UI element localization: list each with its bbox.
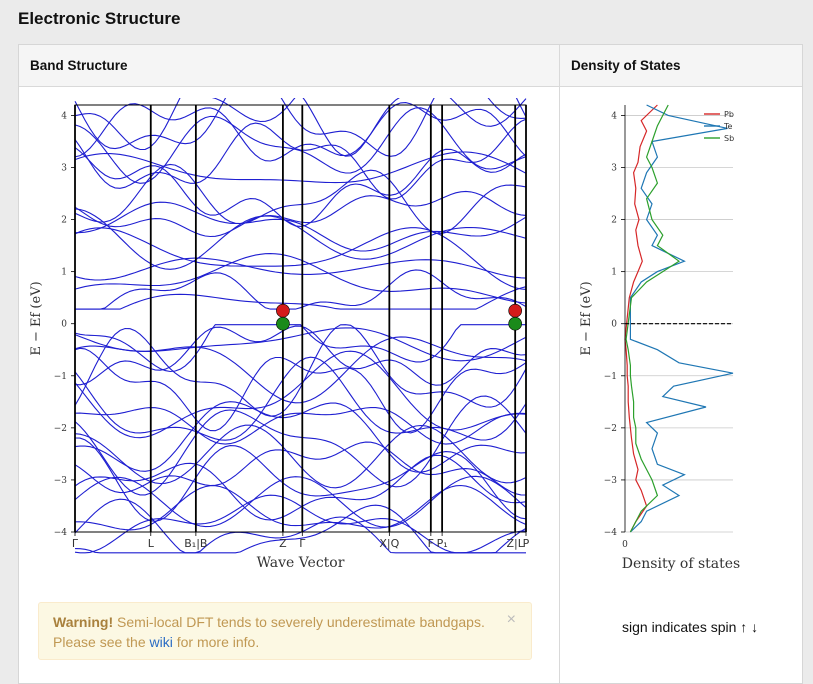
dos-plot-area: −4 −3 −2 −1 0 1 2 3 4 0 Density of states E − Ef (e…	[579, 104, 741, 572]
vbm-point	[508, 316, 522, 331]
y-axis-label: E − Ef (eV)	[29, 281, 44, 355]
band-structure-heading: Band Structure	[30, 58, 128, 73]
dos-y-tick-label: −3	[604, 476, 618, 486]
dos-y-tick-label: 2	[611, 216, 617, 226]
close-icon[interactable]: ×	[506, 611, 516, 628]
dos-x-tick-label: 0	[622, 540, 628, 550]
y-tick-label: −4	[54, 528, 68, 538]
x-tick-label: Γ	[72, 537, 79, 550]
dos-series-te	[629, 104, 734, 533]
dos-y-tick-label: 0	[611, 320, 617, 330]
column-divider	[559, 45, 560, 683]
dos-y-tick-label: −2	[604, 424, 617, 434]
y-tick-label: 4	[61, 111, 67, 121]
x-tick-label: P	[523, 537, 530, 550]
x-tick-label: Z	[279, 537, 287, 550]
cbm-point	[276, 303, 290, 318]
dos-x-axis-label: Density of states	[622, 556, 741, 572]
dos-series-sb	[625, 104, 681, 533]
dos-y-tick-label: 3	[611, 163, 617, 173]
vbm-point	[276, 316, 290, 331]
dos-y-tick-label: −1	[604, 372, 617, 382]
x-tick-label: Z|L	[506, 537, 524, 550]
x-tick-label: B₁|B	[184, 537, 207, 550]
page-title: Electronic Structure	[18, 9, 181, 28]
dos-y-axis-label: E − Ef (eV)	[579, 281, 594, 355]
dos-heading: Density of States	[571, 58, 681, 73]
dos-plot: −4 −3 −2 −1 0 1 2 3 4 0 Density of states E − Ef (e…	[579, 104, 741, 572]
dos-y-tick-label: 1	[611, 268, 617, 278]
dos-legend: Pb Te Sb	[704, 110, 734, 143]
x-tick-label: F	[428, 537, 434, 550]
y-tick-label: 2	[61, 216, 67, 226]
x-tick-label: P₁	[437, 537, 448, 550]
dos-y-tick-label: 4	[611, 111, 617, 121]
legend-label-sb: Sb	[724, 134, 734, 143]
warning-text: Semi-local DFT tends to severely underes…	[53, 614, 485, 650]
y-tick-label: 1	[61, 268, 67, 278]
bs-frame	[74, 104, 527, 533]
y-tick-label: −2	[54, 424, 67, 434]
bs-plot-background	[75, 105, 526, 532]
x-axis-label: Wave Vector	[257, 555, 345, 571]
warning-label: Warning!	[53, 614, 114, 630]
dos-y-tick-label: −4	[604, 528, 618, 538]
y-tick-label: 3	[61, 163, 67, 173]
warning-tail: for more info.	[172, 634, 260, 650]
bandgap-warning-alert: Warning! Semi-local DFT tends to severel…	[38, 602, 532, 660]
legend-label-te: Te	[723, 122, 733, 131]
cbm-point	[508, 303, 522, 318]
y-tick-label: 0	[61, 320, 67, 330]
wiki-link[interactable]: wiki	[149, 634, 173, 650]
spin-note: sign indicates spin ↑ ↓	[622, 619, 759, 635]
card-header: Band Structure Density of States	[19, 45, 802, 87]
legend-label-pb: Pb	[724, 110, 734, 119]
x-tick-label: Γ	[299, 537, 306, 550]
band-line	[211, 98, 527, 127]
y-tick-label: −1	[54, 372, 67, 382]
x-tick-label: L	[148, 537, 155, 550]
x-tick-label: X|Q	[379, 537, 399, 550]
y-tick-label: −3	[54, 476, 68, 486]
